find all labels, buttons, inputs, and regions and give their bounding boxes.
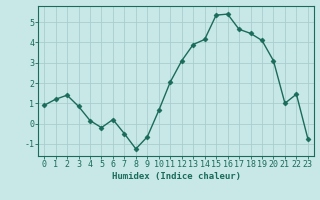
X-axis label: Humidex (Indice chaleur): Humidex (Indice chaleur) — [111, 172, 241, 181]
